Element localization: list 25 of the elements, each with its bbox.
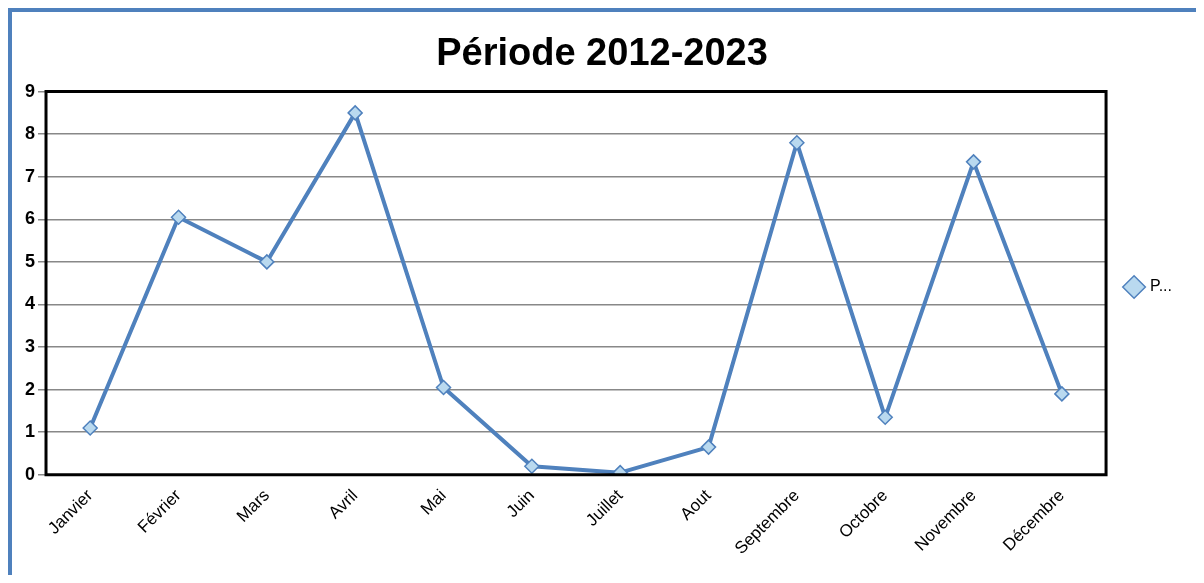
point <box>82 420 98 436</box>
point <box>524 458 540 475</box>
y-tick-label: 7 <box>25 165 36 186</box>
point <box>347 105 363 121</box>
y-tick-label: 6 <box>25 208 36 229</box>
chart-title: Période 2012-2023 <box>436 31 768 74</box>
point <box>170 209 187 225</box>
y-tick-label: 0 <box>25 463 36 484</box>
legend-label: P... <box>1150 277 1173 295</box>
y-tick-label: 2 <box>25 378 36 399</box>
y-tick-label: 3 <box>25 336 36 357</box>
y-tick-label: 9 <box>25 80 36 101</box>
x-tick-label: Juin <box>502 485 539 522</box>
x-tick-label: Mai <box>416 485 450 519</box>
y-tick-label: 4 <box>25 293 36 314</box>
point <box>435 379 452 396</box>
y-tick-label: 8 <box>25 123 36 144</box>
point <box>259 254 275 270</box>
point <box>789 134 805 151</box>
point <box>965 154 982 170</box>
point <box>877 409 893 426</box>
y-tick-label: 1 <box>25 421 36 442</box>
point <box>1054 386 1070 402</box>
point <box>700 439 717 455</box>
y-tick-label: 5 <box>25 250 36 271</box>
